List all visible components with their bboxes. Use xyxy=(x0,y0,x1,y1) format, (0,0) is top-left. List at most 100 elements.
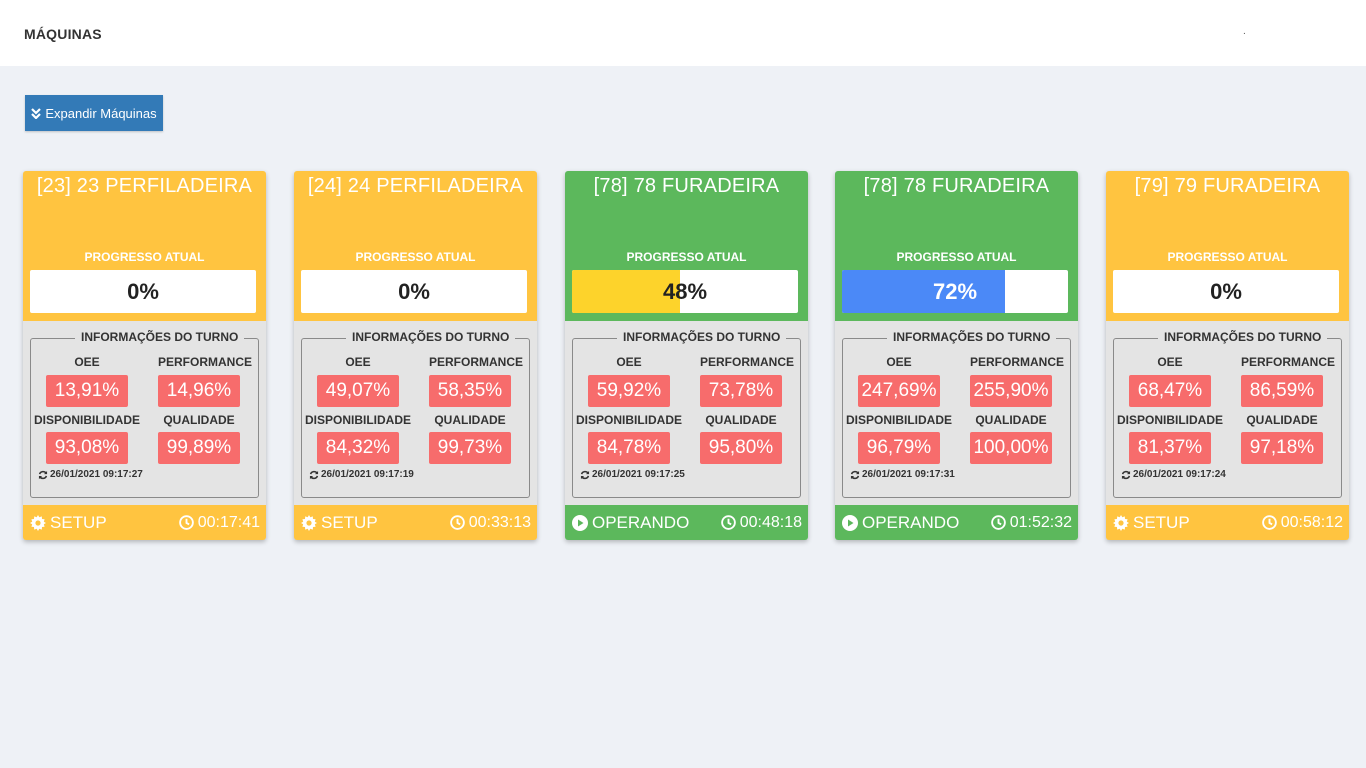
status-label: SETUP xyxy=(50,513,107,532)
clock-icon xyxy=(449,515,465,530)
status-timer: 00:17:41 xyxy=(178,505,260,540)
oee-label: OEE xyxy=(345,355,371,369)
quality-label: QUALIDADE xyxy=(975,413,1047,427)
last-update-time: 26/01/2021 09:17:25 xyxy=(592,469,685,480)
card-footer: SETUP 00:58:12 xyxy=(1106,505,1349,540)
progress-value: 0% xyxy=(398,279,430,304)
availability-value: 96,79% xyxy=(858,432,940,464)
progress-bar: 48% xyxy=(572,270,798,313)
progress-bar: 72% xyxy=(842,270,1068,313)
card-footer: SETUP 00:33:13 xyxy=(294,505,537,540)
machine-card[interactable]: [78] 78 FURADEIRA PROGRESSO ATUAL 48% INFOR… xyxy=(565,171,808,540)
timer-value: 00:17:41 xyxy=(197,513,260,531)
quality-value: 95,80% xyxy=(700,432,782,464)
card-header: [78] 78 FURADEIRA PROGRESSO ATUAL 48% xyxy=(565,171,808,321)
machine-name: [79] 79 FURADEIRA xyxy=(1134,175,1321,197)
progress-label: PROGRESSO ATUAL xyxy=(84,250,205,264)
expand-machines-button[interactable]: Expandir Máquinas xyxy=(25,95,163,131)
machine-name: [23] 23 PERFILADEIRA xyxy=(36,175,253,197)
card-header: [24] 24 PERFILADEIRA PROGRESSO ATUAL 0% xyxy=(294,171,537,321)
progress-bar: 0% xyxy=(1113,270,1339,313)
progress-value: 0% xyxy=(1210,279,1242,304)
timer-value: 00:33:13 xyxy=(468,513,531,531)
progress-label: PROGRESSO ATUAL xyxy=(896,250,1017,264)
availability-value: 81,37% xyxy=(1129,432,1211,464)
machine-card[interactable]: [23] 23 PERFILADEIRA PROGRESSO ATUAL 0% INF… xyxy=(23,171,266,540)
refresh-icon xyxy=(1121,470,1131,480)
timer-value: 01:52:32 xyxy=(1009,513,1072,531)
status-timer: 01:52:32 xyxy=(990,505,1072,540)
availability-value: 93,08% xyxy=(46,432,128,464)
availability-value: 84,32% xyxy=(317,432,399,464)
performance-value: 86,59% xyxy=(1241,375,1323,407)
corner-mark: . xyxy=(1243,26,1246,37)
performance-label: PERFORMANCE xyxy=(1241,355,1336,369)
last-update: 26/01/2021 09:17:24 xyxy=(1121,469,1226,480)
quality-value: 100,00% xyxy=(970,432,1052,464)
timer-value: 00:58:12 xyxy=(1280,513,1343,531)
oee-value: 247,69% xyxy=(858,375,940,407)
performance-value: 58,35% xyxy=(429,375,511,407)
status-timer: 00:58:12 xyxy=(1261,505,1343,540)
availability-label: DISPONIBILIDADE xyxy=(34,413,141,427)
double-chevron-down-icon xyxy=(31,107,42,119)
status-label: OPERANDO xyxy=(862,513,960,532)
machine-card[interactable]: [78] 78 FURADEIRA PROGRESSO ATUAL 72% INFOR… xyxy=(835,171,1078,540)
page-title: MÁQUINAS xyxy=(24,26,102,42)
machine-cards: [23] 23 PERFILADEIRA PROGRESSO ATUAL 0% INF… xyxy=(0,171,1366,541)
oee-label: OEE xyxy=(1157,355,1183,369)
shift-info-panel: INFORMAÇÕES DO TURNO OEE PERFORMANCE 247,69… xyxy=(842,330,1071,498)
quality-value: 97,18% xyxy=(1241,432,1323,464)
progress-label: PROGRESSO ATUAL xyxy=(355,250,476,264)
card-footer: OPERANDO 00:48:18 xyxy=(565,505,808,540)
progress-value: 0% xyxy=(127,279,159,304)
refresh-icon xyxy=(309,470,319,480)
card-header: [23] 23 PERFILADEIRA PROGRESSO ATUAL 0% xyxy=(23,171,266,321)
machine-status: OPERANDO xyxy=(842,505,959,540)
shift-info-title: INFORMAÇÕES DO TURNO xyxy=(75,330,245,344)
expand-machines-label: Expandir Máquinas xyxy=(45,105,157,121)
machine-name: [24] 24 PERFILADEIRA xyxy=(307,175,524,197)
card-header: [79] 79 FURADEIRA PROGRESSO ATUAL 0% xyxy=(1106,171,1349,321)
timer-value: 00:48:18 xyxy=(739,513,802,531)
last-update-time: 26/01/2021 09:17:27 xyxy=(50,469,143,480)
clock-icon xyxy=(720,515,736,530)
oee-label: OEE xyxy=(886,355,912,369)
machine-card[interactable]: [79] 79 FURADEIRA PROGRESSO ATUAL 0% INFORM… xyxy=(1106,171,1349,540)
progress-value: 48% xyxy=(662,279,708,304)
oee-label: OEE xyxy=(74,355,100,369)
performance-label: PERFORMANCE xyxy=(429,355,524,369)
gear-icon xyxy=(30,514,46,531)
shift-info-title: INFORMAÇÕES DO TURNO xyxy=(346,330,516,344)
machine-card[interactable]: [24] 24 PERFILADEIRA PROGRESSO ATUAL 0% INF… xyxy=(294,171,537,540)
machine-name: [78] 78 FURADEIRA xyxy=(593,175,780,197)
shift-info-title: INFORMAÇÕES DO TURNO xyxy=(887,330,1057,344)
card-footer: SETUP 00:17:41 xyxy=(23,505,266,540)
card-footer: OPERANDO 01:52:32 xyxy=(835,505,1078,540)
performance-label: PERFORMANCE xyxy=(158,355,253,369)
refresh-icon xyxy=(38,470,48,480)
progress-label: PROGRESSO ATUAL xyxy=(1167,250,1288,264)
gear-icon xyxy=(301,514,317,531)
play-icon xyxy=(572,514,588,531)
last-update-time: 26/01/2021 09:17:24 xyxy=(1133,469,1226,480)
refresh-icon xyxy=(580,470,590,480)
performance-label: PERFORMANCE xyxy=(970,355,1065,369)
quality-label: QUALIDADE xyxy=(163,413,235,427)
progress-fill xyxy=(572,270,681,313)
quality-label: QUALIDADE xyxy=(434,413,506,427)
status-label: OPERANDO xyxy=(592,513,690,532)
quality-label: QUALIDADE xyxy=(705,413,777,427)
machine-status: OPERANDO xyxy=(572,505,689,540)
play-icon xyxy=(842,514,858,531)
quality-value: 99,89% xyxy=(158,432,240,464)
status-timer: 00:48:18 xyxy=(720,505,802,540)
last-update: 26/01/2021 09:17:25 xyxy=(580,469,685,480)
oee-value: 59,92% xyxy=(588,375,670,407)
last-update-time: 26/01/2021 09:17:31 xyxy=(862,469,955,480)
quality-value: 99,73% xyxy=(429,432,511,464)
shift-info-panel: INFORMAÇÕES DO TURNO OEE PERFORMANCE 49,07%… xyxy=(301,330,530,498)
status-timer: 00:33:13 xyxy=(449,505,531,540)
availability-label: DISPONIBILIDADE xyxy=(1117,413,1224,427)
clock-icon xyxy=(178,515,194,530)
